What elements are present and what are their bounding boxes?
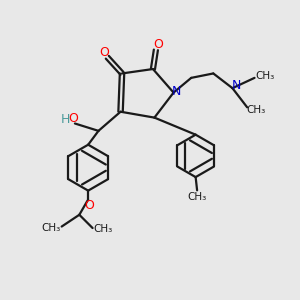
Text: CH₃: CH₃ xyxy=(42,223,61,233)
Text: CH₃: CH₃ xyxy=(255,71,274,81)
Text: CH₃: CH₃ xyxy=(188,192,207,202)
Text: N: N xyxy=(172,85,181,98)
Text: O: O xyxy=(84,200,94,212)
Text: H: H xyxy=(61,113,70,127)
Text: CH₃: CH₃ xyxy=(246,105,266,115)
Text: O: O xyxy=(153,38,163,51)
Text: O: O xyxy=(68,112,78,125)
Text: O: O xyxy=(99,46,109,59)
Text: CH₃: CH₃ xyxy=(93,224,112,235)
Text: N: N xyxy=(232,79,242,92)
